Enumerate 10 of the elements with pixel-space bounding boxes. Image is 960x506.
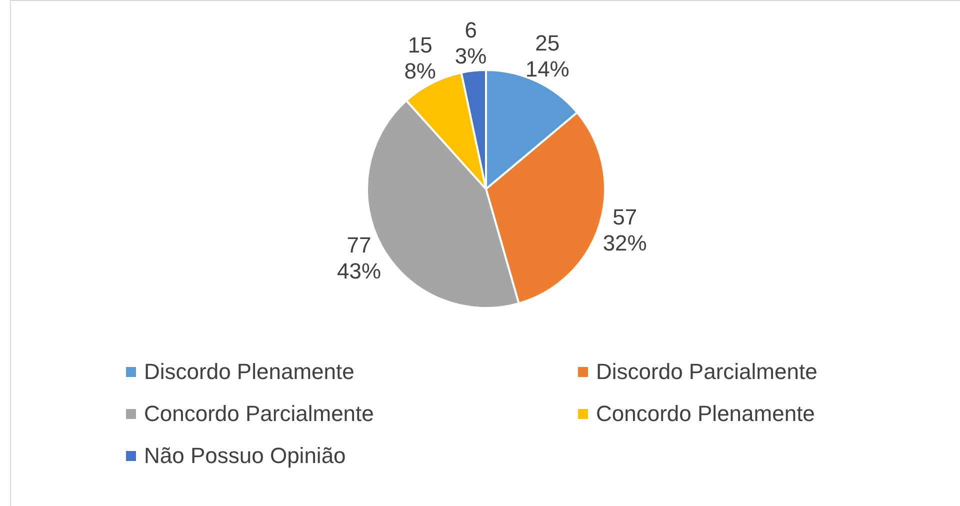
legend-label: Concordo Plenamente [596, 401, 815, 427]
data-label: 15 8% [404, 32, 436, 84]
legend-label: Discordo Parcialmente [596, 359, 818, 385]
legend-label: Não Possuo Opinião [144, 443, 346, 469]
data-label: 77 43% [337, 232, 382, 284]
legend-label: Discordo Plenamente [144, 359, 354, 385]
legend-label: Concordo Parcialmente [144, 401, 374, 427]
data-label: 6 3% [454, 18, 487, 69]
data-label: 25 14% [525, 30, 570, 82]
data-label: 57 32% [602, 204, 647, 256]
